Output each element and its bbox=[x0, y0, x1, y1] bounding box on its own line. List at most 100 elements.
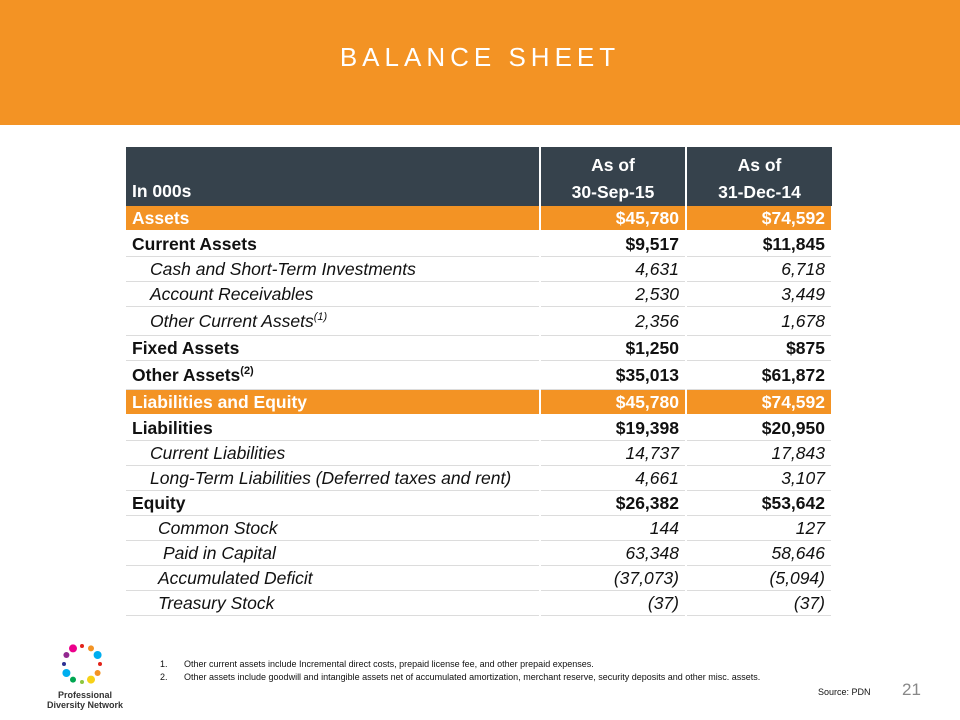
header-text: In 000s bbox=[132, 181, 192, 201]
logo-dot bbox=[62, 662, 66, 666]
value-cell: 17,843 bbox=[686, 440, 833, 466]
logo-dot bbox=[63, 652, 70, 658]
logo-dot bbox=[69, 644, 77, 653]
label-text: Liabilities bbox=[132, 417, 213, 438]
table-row: Current Assets $9,517 $11,845 bbox=[126, 231, 833, 257]
value-cell: (37) bbox=[686, 590, 833, 616]
table-row: Treasury Stock (37) (37) bbox=[126, 590, 833, 616]
value-cell: 2,530 bbox=[540, 281, 687, 307]
table-row: Cash and Short-Term Investments 4,631 6,71… bbox=[126, 256, 833, 282]
logo-line: Diversity Network bbox=[46, 700, 124, 710]
footnote: 2. Other assets include goodwill and inta… bbox=[160, 672, 761, 682]
label-text: Other Current Assets bbox=[150, 310, 314, 331]
label-text: Treasury Stock bbox=[158, 592, 275, 613]
value-cell: (37,073) bbox=[540, 565, 687, 591]
label-text: Assets bbox=[132, 207, 190, 228]
logo-dot bbox=[87, 675, 95, 684]
value-cell: $20,950 bbox=[686, 415, 833, 441]
value-cell: (5,094) bbox=[686, 565, 833, 591]
table-row: Fixed Assets $1,250 $875 bbox=[126, 335, 833, 361]
footnote: 1. Other current assets include Increment… bbox=[160, 659, 594, 669]
value-cell: 2,356 bbox=[540, 306, 687, 336]
row-label: Equity bbox=[126, 490, 541, 516]
value-cell: $26,382 bbox=[540, 490, 687, 516]
value-cell: 14,737 bbox=[540, 440, 687, 466]
title-banner: BALANCE SHEET bbox=[0, 0, 960, 125]
footnote-text: Other current assets include Incremental… bbox=[184, 659, 594, 669]
value-cell: 3,449 bbox=[686, 281, 833, 307]
table-row: Other Current Assets(1) 2,356 1,678 bbox=[126, 306, 833, 336]
value-cell: 6,718 bbox=[686, 256, 833, 282]
table-row: Account Receivables 2,530 3,449 bbox=[126, 281, 833, 307]
header-cell: As of 31-Dec-14 bbox=[686, 147, 832, 206]
footnote-ref: (2) bbox=[240, 364, 254, 377]
value-cell: (37) bbox=[540, 590, 687, 616]
value-cell: $875 bbox=[686, 335, 833, 361]
header-cell: As of 30-Sep-15 bbox=[540, 147, 687, 206]
value-cell: $9,517 bbox=[540, 231, 687, 257]
table-row: Other Assets(2) $35,013 $61,872 bbox=[126, 360, 833, 390]
value-cell: $53,642 bbox=[686, 490, 833, 516]
table-row: Liabilities and Equity $45,780 $74,592 bbox=[126, 389, 833, 416]
label-text: Fixed Assets bbox=[132, 337, 240, 358]
header-text: 30-Sep-15 bbox=[571, 182, 655, 202]
row-label: Long-Term Liabilities (Deferred taxes an… bbox=[126, 465, 541, 491]
value-cell: $45,780 bbox=[540, 206, 687, 232]
value-cell: $19,398 bbox=[540, 415, 687, 441]
value-cell: 3,107 bbox=[686, 465, 833, 491]
header-row: In 000s As of 30-Sep-15 As of 31-Dec-14 bbox=[126, 147, 832, 206]
table-row: Common Stock 144 127 bbox=[126, 515, 833, 541]
logo-dot bbox=[80, 644, 84, 648]
value-cell: 4,631 bbox=[540, 256, 687, 282]
row-label: Accumulated Deficit bbox=[126, 565, 541, 591]
value-cell: 127 bbox=[686, 515, 833, 541]
balance-table: In 000s As of 30-Sep-15 As of 31-Dec-14 As… bbox=[126, 147, 833, 616]
row-label: Other Current Assets(1) bbox=[126, 306, 541, 336]
logo-dot bbox=[70, 676, 76, 683]
value-cell: $45,780 bbox=[540, 389, 687, 416]
row-label: Liabilities and Equity bbox=[126, 389, 541, 416]
value-cell: $74,592 bbox=[686, 389, 833, 416]
row-label: Liabilities bbox=[126, 415, 541, 441]
logo-dot bbox=[93, 651, 102, 659]
value-cell: $11,845 bbox=[686, 231, 833, 257]
table-row: Assets $45,780 $74,592 bbox=[126, 206, 833, 232]
label-text: Cash and Short-Term Investments bbox=[150, 258, 416, 279]
label-text: Other Assets bbox=[132, 364, 241, 385]
label-text: Account Receivables bbox=[150, 283, 314, 304]
value-cell: $61,872 bbox=[686, 360, 833, 390]
row-label: Cash and Short-Term Investments bbox=[126, 256, 541, 282]
row-label: Other Assets(2) bbox=[126, 360, 541, 390]
label-text: Accumulated Deficit bbox=[158, 567, 313, 588]
value-cell: 1,678 bbox=[686, 306, 833, 336]
table-row: Current Liabilities 14,737 17,843 bbox=[126, 440, 833, 466]
value-cell: 58,646 bbox=[686, 540, 833, 566]
row-label: Account Receivables bbox=[126, 281, 541, 307]
label-text: Current Assets bbox=[132, 233, 257, 254]
header-text: As of bbox=[591, 155, 635, 175]
value-cell: $74,592 bbox=[686, 206, 833, 232]
row-label: Current Assets bbox=[126, 231, 541, 257]
table-row: Accumulated Deficit (37,073) (5,094) bbox=[126, 565, 833, 591]
row-label: Common Stock bbox=[126, 515, 541, 541]
logo-dot bbox=[88, 645, 94, 652]
footnote-ref: (1) bbox=[313, 310, 328, 323]
source: Source: PDN bbox=[818, 687, 871, 697]
label-text: Liabilities and Equity bbox=[132, 391, 308, 412]
logo-mark bbox=[62, 644, 102, 684]
table-row: Long-Term Liabilities (Deferred taxes an… bbox=[126, 465, 833, 491]
slide-title: BALANCE SHEET bbox=[339, 42, 621, 72]
value-cell: $35,013 bbox=[540, 360, 687, 390]
logo-dot bbox=[98, 662, 102, 666]
value-cell: 144 bbox=[540, 515, 687, 541]
value-cell: 4,661 bbox=[540, 465, 687, 491]
page-number: 21 bbox=[902, 680, 921, 699]
table-row: Equity $26,382 $53,642 bbox=[126, 490, 833, 516]
label-text: Equity bbox=[132, 492, 186, 513]
footnotes: 1. Other current assets include Increment… bbox=[160, 659, 760, 685]
label-text: Common Stock bbox=[158, 517, 278, 538]
table-row: Liabilities $19,398 $20,950 bbox=[126, 415, 833, 441]
logo-line: Professional bbox=[57, 690, 113, 700]
header-text: As of bbox=[737, 155, 782, 175]
